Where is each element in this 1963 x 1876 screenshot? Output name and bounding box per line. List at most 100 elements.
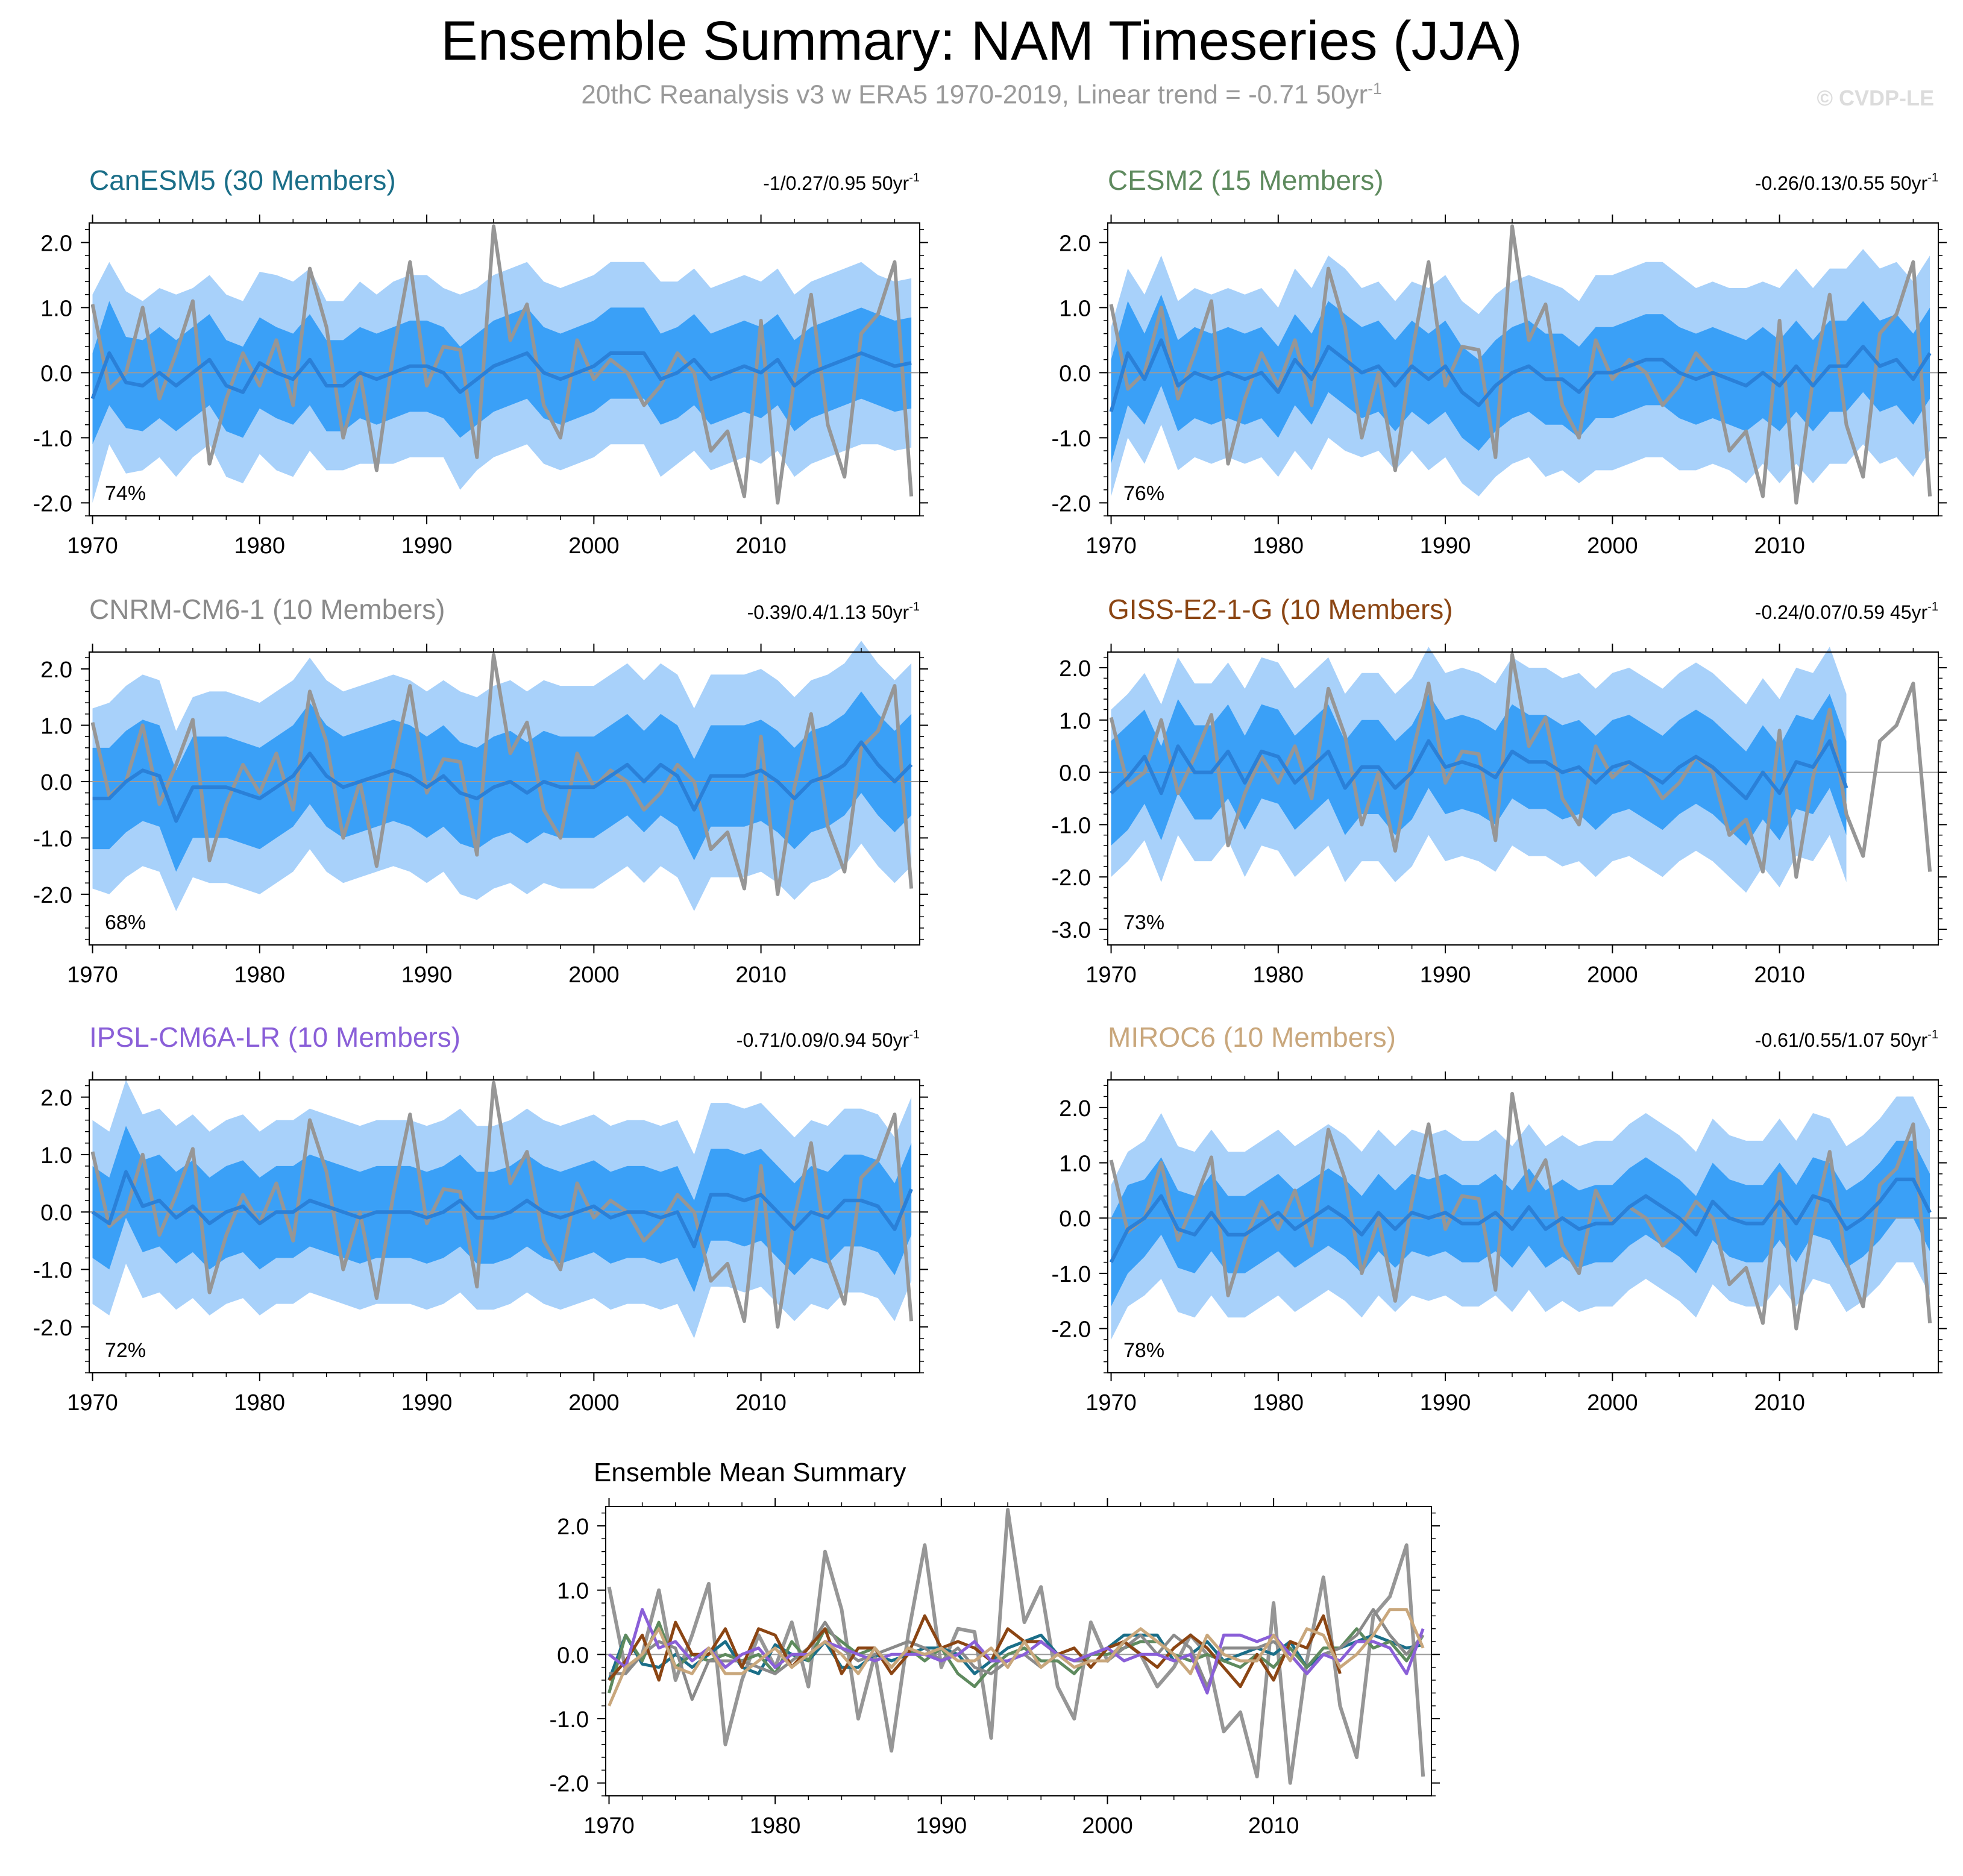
- x-tick-label: 1990: [916, 1813, 967, 1839]
- plot-frame: [89, 222, 920, 516]
- y-tick-label: -1.0: [33, 826, 72, 852]
- y-tick-label: 2.0: [40, 1086, 72, 1111]
- x-tick-label: 2000: [568, 962, 620, 988]
- subtitle-superscript: -1: [1368, 80, 1382, 98]
- y-tick-label: 2.0: [1059, 1096, 1091, 1122]
- trend-superscript: -1: [909, 171, 920, 184]
- trend-label: -1/0.27/0.95 50yr-1: [763, 171, 920, 194]
- y-tick-label: -1.0: [1052, 1262, 1091, 1287]
- x-tick-label: 1990: [1420, 533, 1471, 559]
- y-tick-label: 1.0: [1059, 709, 1091, 734]
- y-tick-label: 1.0: [40, 714, 72, 739]
- y-tick-label: 0.0: [40, 1200, 72, 1226]
- trend-text: -0.61/0.55/1.07 50yr: [1755, 1029, 1928, 1051]
- plot-frame: [1107, 651, 1939, 946]
- mean-line-ipsl-cm6a-lr: [608, 1608, 1425, 1695]
- y-tick-label: 1.0: [40, 1143, 72, 1169]
- y-tick-label: 2.0: [40, 657, 72, 683]
- inner-spread-band: [1111, 1140, 1930, 1307]
- percent-label: 74%: [105, 482, 146, 505]
- x-tick-label: 1980: [1253, 1390, 1304, 1416]
- copyright-label: © CVDP-LE: [1817, 86, 1934, 110]
- mean-line-canesm5: [608, 1633, 1424, 1681]
- x-tick-label: 2010: [1754, 1390, 1805, 1416]
- subtitle-text: 20thC Reanalysis v3 w ERA5 1970-2019, Li…: [581, 80, 1368, 110]
- panel-title: CESM2 (15 Members): [1108, 165, 1384, 196]
- x-tick-label: 1970: [1085, 1390, 1137, 1416]
- x-tick-label: 2000: [1587, 962, 1638, 988]
- x-tick-label: 2000: [568, 1390, 620, 1416]
- plot-frame: [1107, 1079, 1939, 1373]
- x-tick-label: 2000: [1587, 533, 1638, 559]
- trend-superscript: -1: [1927, 1028, 1938, 1041]
- percent-label: 78%: [1123, 1339, 1164, 1362]
- trend-label: -0.24/0.07/0.59 45yr-1: [1755, 600, 1938, 623]
- x-tick-label: 1970: [67, 962, 118, 988]
- panel-title: Ensemble Mean Summary: [594, 1458, 906, 1487]
- x-tick-label: 1980: [234, 533, 286, 559]
- percent-label: 68%: [105, 911, 146, 934]
- ensemble-mean-summary-panel: 2.0 1.0 0.0 -1.0 -2.0 1970 1980 1990 2000 2010 Ens…: [550, 1458, 1440, 1839]
- mean-line-giss-e2-1-g: [608, 1614, 1342, 1689]
- y-tick-label: 1.0: [1059, 1152, 1091, 1177]
- ensemble-mean-line: [1109, 338, 1932, 413]
- percent-label: 72%: [105, 1339, 146, 1362]
- y-tick-label: -2.0: [1052, 491, 1091, 516]
- y-tick-label: -1.0: [1052, 813, 1091, 838]
- y-tick-label: 2.0: [557, 1514, 589, 1540]
- y-tick-label: -3.0: [1052, 918, 1091, 943]
- panel-giss-e2-1-g: 2.0 1.0 0.0 -1.0 -2.0 -3.0 1970 1980 1990 2000 201…: [1052, 594, 1947, 988]
- x-tick-label: 1970: [1085, 533, 1137, 559]
- y-tick-label: 2.0: [1059, 231, 1091, 256]
- inner-spread-band: [1111, 294, 1930, 464]
- y-tick-label: -2.0: [550, 1772, 589, 1797]
- x-tick-label: 2010: [735, 533, 787, 559]
- panel-cesm2: 2.0 1.0 0.0 -1.0 -2.0 1970 1980 1990 2000 2010 CES…: [1052, 165, 1947, 559]
- y-tick-label: 2.0: [1059, 656, 1091, 682]
- x-tick-label: 1990: [1420, 962, 1471, 988]
- plot-frame: [89, 651, 920, 946]
- x-tick-label: 1970: [67, 1390, 118, 1416]
- x-tick-label: 2000: [568, 533, 620, 559]
- figure-subtitle: 20thC Reanalysis v3 w ERA5 1970-2019, Li…: [0, 80, 1963, 110]
- trend-label: -0.26/0.13/0.55 50yr-1: [1755, 171, 1938, 194]
- plot-frame: [1107, 222, 1939, 516]
- trend-label: -0.71/0.09/0.94 50yr-1: [737, 1028, 920, 1051]
- ensemble-mean-line: [90, 351, 912, 400]
- plot-frame: [89, 1079, 920, 1373]
- ensemble-mean-line: [92, 740, 913, 823]
- panel-title: CanESM5 (30 Members): [89, 165, 396, 196]
- x-tick-label: 1980: [1253, 533, 1304, 559]
- y-tick-label: 1.0: [1059, 296, 1091, 321]
- x-tick-label: 2010: [1754, 962, 1805, 988]
- y-tick-label: 2.0: [40, 231, 72, 256]
- y-tick-label: -2.0: [33, 491, 72, 516]
- ensemble-mean-line: [91, 1170, 913, 1249]
- observations-line: [90, 224, 914, 505]
- x-tick-label: 1990: [401, 1390, 453, 1416]
- trend-text: -0.26/0.13/0.55 50yr: [1755, 172, 1928, 194]
- panel-cnrm-cm6-1: 2.0 1.0 0.0 -1.0 -2.0 1970 1980 1990 2000 2010 CNR…: [33, 594, 928, 988]
- panel-title: CNRM-CM6-1 (10 Members): [89, 594, 445, 625]
- x-tick-label: 2000: [1082, 1813, 1133, 1839]
- y-tick-label: 0.0: [1059, 361, 1091, 386]
- panel-title: GISS-E2-1-G (10 Members): [1108, 594, 1453, 625]
- x-tick-label: 1980: [234, 1390, 286, 1416]
- y-tick-label: -2.0: [1052, 865, 1091, 891]
- x-tick-label: 2010: [1248, 1813, 1299, 1839]
- y-tick-label: 0.0: [40, 770, 72, 795]
- observations-line: [90, 653, 914, 896]
- trend-superscript: -1: [909, 1028, 920, 1041]
- x-tick-label: 1980: [234, 962, 286, 988]
- observations-line: [90, 1081, 914, 1329]
- x-tick-label: 1990: [1420, 1390, 1471, 1416]
- x-tick-label: 1970: [1085, 962, 1137, 988]
- figure-title: Ensemble Summary: NAM Timeseries (JJA): [441, 10, 1522, 72]
- mean-line-miroc6: [608, 1608, 1425, 1707]
- trend-text: -0.71/0.09/0.94 50yr: [737, 1029, 909, 1051]
- x-tick-label: 1970: [583, 1813, 635, 1839]
- x-tick-label: 1990: [401, 533, 453, 559]
- panel-ipsl-cm6a-lr: 2.0 1.0 0.0 -1.0 -2.0 1970 1980 1990 2000 2010 IPS…: [33, 1021, 928, 1416]
- y-tick-label: -2.0: [1052, 1317, 1091, 1343]
